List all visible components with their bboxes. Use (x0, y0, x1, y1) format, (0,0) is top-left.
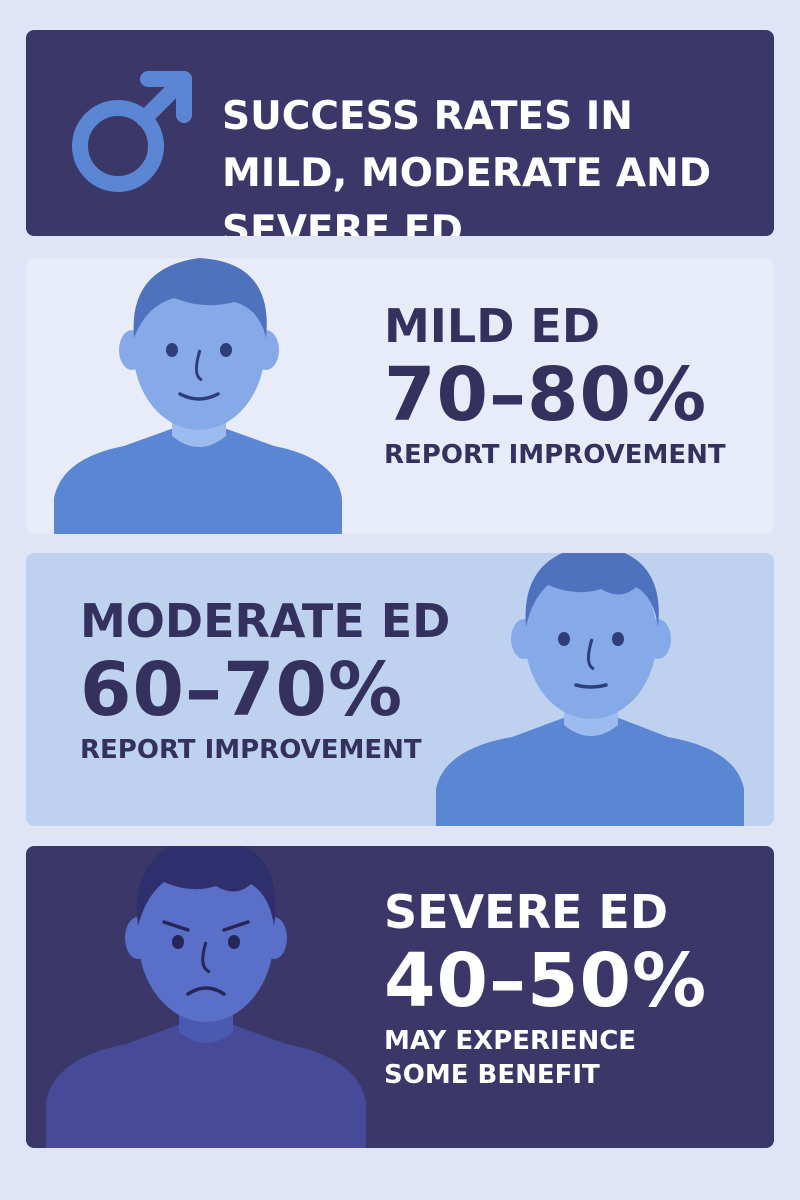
severe-ed-note-line1: MAY EXPERIENCE (384, 1026, 637, 1056)
moderate-ed-heading: MODERATE ED (80, 594, 451, 648)
mild-ed-card: MILD ED 70–80% REPORT IMPROVEMENT (26, 258, 774, 534)
male-symbol-icon (72, 71, 192, 192)
severe-ed-percentage: 40–50% (384, 938, 708, 1024)
neutral-man-illustration (54, 258, 342, 534)
moderate-ed-percentage: 60–70% (80, 647, 404, 733)
mild-ed-heading: MILD ED (384, 299, 601, 353)
sad-man-illustration (46, 846, 366, 1148)
severe-ed-heading: SEVERE ED (384, 885, 669, 939)
severe-ed-card: SEVERE ED 40–50% MAY EXPERIENCE SOME BEN… (26, 846, 774, 1148)
mild-ed-note: REPORT IMPROVEMENT (384, 440, 726, 470)
severe-ed-note-line2: SOME BENEFIT (384, 1060, 600, 1090)
moderate-ed-note: REPORT IMPROVEMENT (80, 735, 422, 765)
neutral-man-illustration (436, 553, 744, 826)
page-title: SUCCESS RATES IN MILD, MODERATE AND SEVE… (222, 94, 712, 236)
header-banner: SUCCESS RATES IN MILD, MODERATE AND SEVE… (26, 30, 774, 236)
moderate-ed-card: MODERATE ED 60–70% REPORT IMPROVEMENT (26, 553, 774, 826)
mild-ed-percentage: 70–80% (384, 352, 708, 438)
